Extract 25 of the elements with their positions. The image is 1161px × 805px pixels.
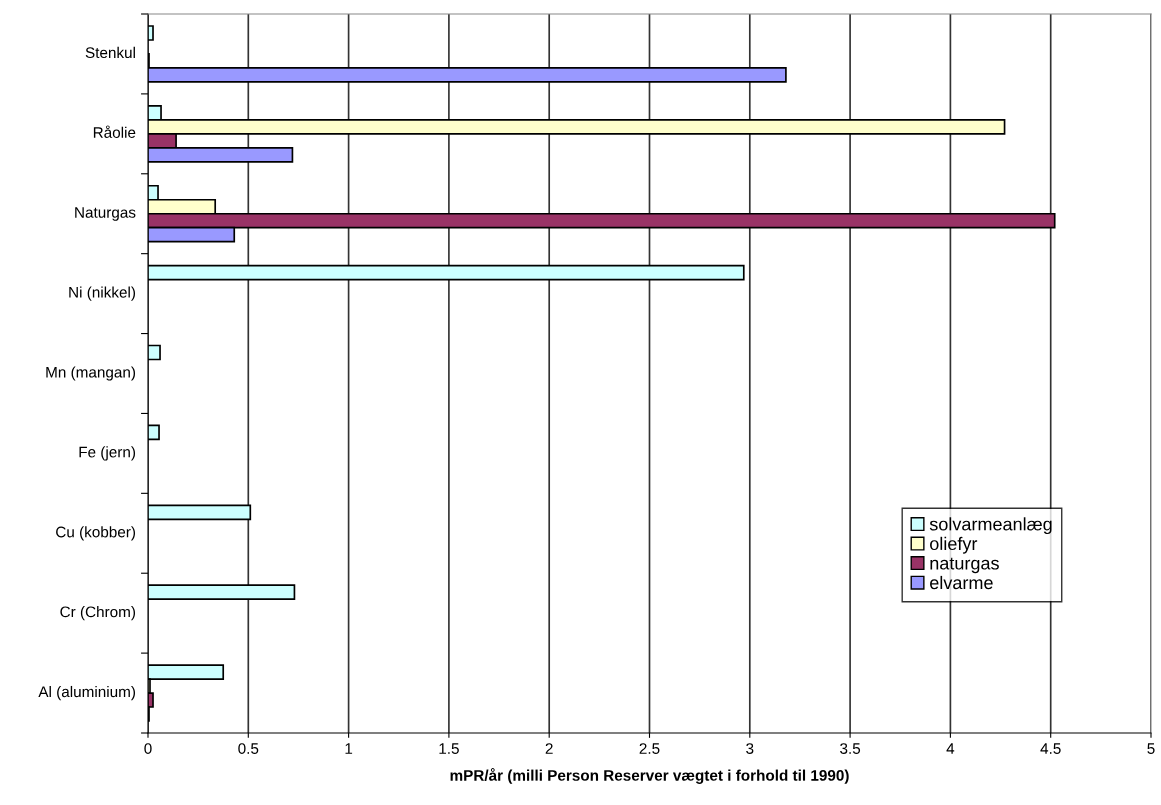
x-tick-label: 0.5 (238, 743, 259, 754)
y-tick-label: Ni (nikkel) (69, 286, 136, 301)
x-tick-label: 2.5 (639, 743, 660, 754)
x-axis-title: mPR/år (milli Person Reserver vægtet i forhold til 1990) (450, 768, 849, 784)
y-tick-label: Råolie (93, 125, 136, 138)
y-tick-label: Cu (kobber) (56, 526, 136, 541)
x-tick-label: 3.5 (840, 743, 861, 754)
legend-label: naturgas (930, 557, 999, 574)
x-tick-label: 2 (545, 743, 553, 754)
x-tick-label: 4 (946, 743, 955, 754)
y-tick-label: Fe (jern) (79, 446, 136, 461)
x-tick-label: 1 (345, 743, 353, 754)
legend-label: solvarmeanlæg (929, 517, 1052, 535)
x-tick-label: 3 (746, 743, 754, 754)
y-tick-label: Naturgas (75, 207, 136, 221)
x-tick-label: 4.5 (1040, 743, 1061, 754)
y-tick-label: Cr (Chrom) (60, 606, 136, 621)
x-tick-label: 1.5 (439, 743, 459, 754)
y-tick-label: Mn (mangan) (46, 366, 136, 381)
x-tick-label: 5 (1147, 743, 1155, 754)
y-tick-label: Al (aluminium) (38, 685, 136, 701)
x-tick-label: 0 (144, 743, 152, 754)
legend-label: oliefyr (930, 536, 978, 554)
y-tick-label: Stenkul (85, 46, 135, 59)
legend-label: elvarme (930, 575, 993, 590)
